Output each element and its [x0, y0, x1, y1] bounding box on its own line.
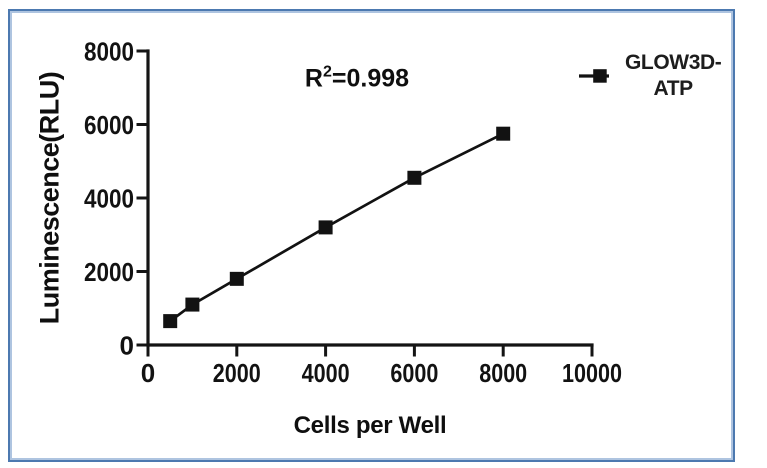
- y-tick-label: 0: [120, 331, 134, 361]
- data-point-marker: [229, 271, 244, 286]
- x-tick-label: 4000: [302, 358, 350, 388]
- data-point-marker: [163, 314, 178, 329]
- data-point-marker: [318, 220, 333, 235]
- y-tick-label: 4000: [84, 184, 134, 214]
- y-tick-label: 2000: [84, 257, 134, 287]
- x-tick-label: 10000: [562, 358, 622, 388]
- x-axis-title: Cells per Well: [293, 412, 447, 439]
- legend-line-square-marker-icon: [579, 69, 609, 83]
- r-squared-base: R: [304, 64, 323, 93]
- legend-label-line2: ATP: [653, 77, 694, 100]
- r-squared-exponent: 2: [322, 63, 332, 81]
- x-tick-label: 2000: [213, 358, 261, 388]
- y-axis-title: Luminescence(RLU): [34, 71, 65, 325]
- legend-label: GLOW3D- ATP: [625, 50, 722, 102]
- y-tick-label: 6000: [84, 110, 134, 140]
- data-point-marker: [496, 126, 511, 141]
- series-line: [169, 132, 504, 323]
- chart-frame: [8, 9, 735, 462]
- legend-label-line1: GLOW3D-: [625, 51, 722, 74]
- x-tick-label: 8000: [479, 358, 527, 388]
- x-tick-label: 0: [141, 358, 155, 388]
- r-squared-value: =0.998: [331, 64, 410, 93]
- x-tick-label: 6000: [390, 358, 438, 388]
- r-squared-annotation: R2=0.998: [304, 63, 410, 94]
- data-point-marker: [185, 297, 200, 312]
- data-point-marker: [407, 170, 422, 185]
- y-tick-label: 8000: [84, 37, 134, 67]
- legend: GLOW3D- ATP: [578, 50, 722, 102]
